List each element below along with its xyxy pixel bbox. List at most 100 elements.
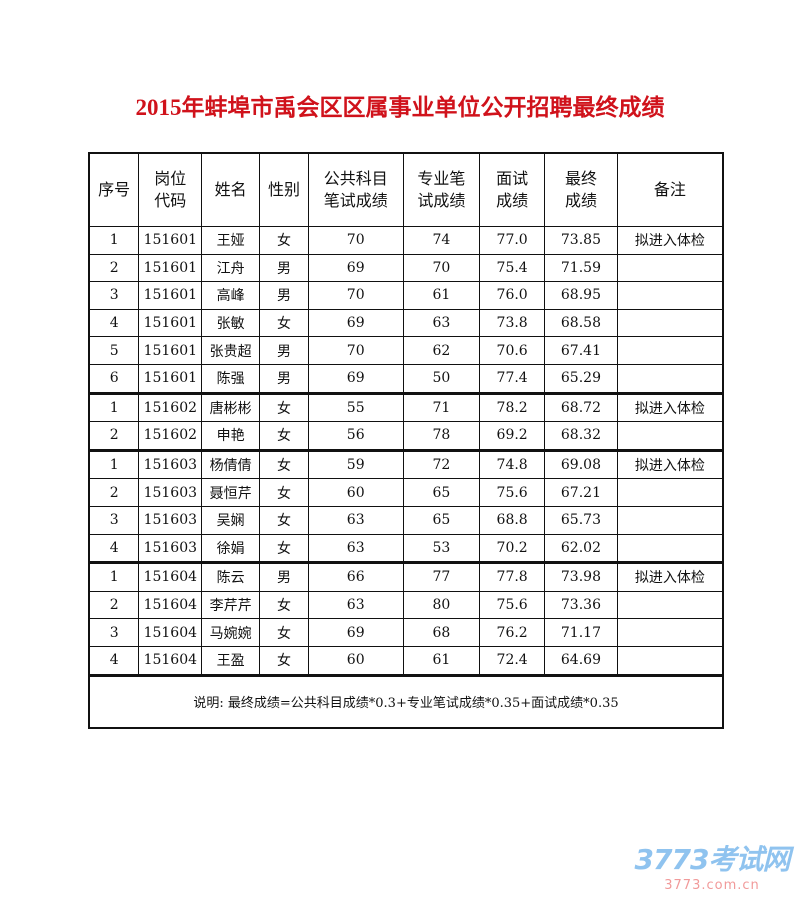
table-row: 3 151601 高峰男 70 61 76.0 68.95: [88, 281, 724, 310]
table-cell: 66: [307, 561, 404, 592]
table-cell: 73.8: [479, 308, 546, 338]
table-cell: 73.98: [544, 561, 618, 592]
table-cell: [616, 308, 724, 338]
table-cell: 4: [88, 645, 140, 676]
table-cell: 68.8: [479, 505, 546, 535]
table-cell: 69: [307, 363, 404, 394]
table-cell: 4: [88, 533, 140, 564]
table-cell: 69.2: [479, 421, 546, 451]
table-cell: 64.69: [544, 645, 618, 676]
table-row: 4 151604 王盈女 60 61 72.4 64.69: [88, 645, 724, 676]
table-cell: 62: [402, 336, 481, 365]
table-cell: 76.0: [479, 281, 546, 310]
table-cell: 70: [307, 226, 404, 255]
table-row: 2 151602 申艳女 56 78 69.2 68.32: [88, 421, 724, 451]
table-cell: 拟进入体检: [616, 448, 724, 480]
table-cell: 3: [88, 505, 140, 535]
table-cell: 3: [88, 618, 140, 647]
table-cell: 1: [88, 391, 140, 423]
table-cell: [616, 478, 724, 507]
table-cell: 65.29: [544, 363, 618, 394]
column-header: 序号: [88, 152, 140, 227]
table-cell: 69: [307, 618, 404, 647]
table-cell: 71: [402, 391, 481, 423]
table-cell: 75.6: [479, 590, 546, 620]
table-cell: 李芹芹: [201, 590, 261, 620]
formula-note: 说明: 最终成绩=公共科目成绩*0.3+专业笔试成绩*0.35+面试成绩*0.3…: [88, 673, 724, 728]
table-cell: 151602: [138, 421, 203, 451]
column-header: 公共科目 笔试成绩: [307, 152, 404, 227]
table-cell: 70.6: [479, 336, 546, 365]
table-cell: 高峰: [201, 281, 261, 310]
table-cell: 61: [402, 645, 481, 676]
table-cell: 聂恒芹: [201, 478, 261, 507]
table-cell: 69: [307, 308, 404, 338]
table-cell: 申艳: [201, 421, 261, 451]
table-cell: [616, 421, 724, 451]
table-cell: 151601: [138, 336, 203, 365]
table-cell: 陈强: [201, 363, 261, 394]
table-cell: 151604: [138, 645, 203, 676]
table-row: 2 151603 聂恒芹女 60 65 75.6 67.21: [88, 478, 724, 507]
table-cell: 62.02: [544, 533, 618, 564]
table-cell: 70: [307, 336, 404, 365]
table-cell: 151603: [138, 505, 203, 535]
table-row: 6 151601 陈强男 69 50 77.4 65.29: [88, 363, 724, 394]
table-cell: 女: [259, 645, 309, 676]
table-cell: 61: [402, 281, 481, 310]
table-cell: 74.8: [479, 448, 546, 480]
table-cell: 拟进入体检: [616, 391, 724, 423]
table-cell: 徐娟: [201, 533, 261, 564]
table-cell: 2: [88, 421, 140, 451]
table-cell: 1: [88, 226, 140, 255]
watermark-domain: 3773.com.cn: [664, 878, 760, 893]
table-row: 3 151603 吴娴女 63 65 68.8 65.73: [88, 505, 724, 535]
table-cell: 女: [259, 448, 309, 480]
column-header: 备注: [616, 152, 724, 227]
table-cell: 女: [259, 421, 309, 451]
table-row: 1 151602 唐彬彬女 55 71 78.2 68.72 拟进入体检: [88, 391, 724, 423]
table-cell: 77.8: [479, 561, 546, 592]
table-cell: 73.36: [544, 590, 618, 620]
table-cell: 63: [307, 590, 404, 620]
table-cell: 王娅: [201, 226, 261, 255]
table-cell: 63: [307, 505, 404, 535]
table-cell: 78: [402, 421, 481, 451]
table-cell: 江舟: [201, 253, 261, 283]
table-cell: 拟进入体检: [616, 561, 724, 592]
table-cell: 151601: [138, 226, 203, 255]
table-cell: 77.0: [479, 226, 546, 255]
table-cell: 68.95: [544, 281, 618, 310]
table-cell: [616, 363, 724, 394]
table-cell: 151601: [138, 253, 203, 283]
table-cell: 拟进入体检: [616, 226, 724, 255]
table-row: 1 151604 陈云男 66 77 77.8 73.98 拟进入体检: [88, 561, 724, 592]
table-cell: [616, 505, 724, 535]
table-cell: [616, 590, 724, 620]
table-row: 2 151601 江舟男 69 70 75.4 71.59: [88, 253, 724, 283]
table-cell: 男: [259, 336, 309, 365]
table-cell: 2: [88, 253, 140, 283]
table-row: 4 151601 张敏女 69 63 73.8 68.58: [88, 308, 724, 338]
table-cell: 女: [259, 618, 309, 647]
watermark-logo: 3773考试网 3773.com.cn: [632, 838, 792, 893]
table-cell: 女: [259, 505, 309, 535]
table-cell: 女: [259, 308, 309, 338]
table-cell: 男: [259, 281, 309, 310]
table-cell: 151604: [138, 590, 203, 620]
table-cell: 50: [402, 363, 481, 394]
table-cell: 76.2: [479, 618, 546, 647]
table-cell: 73.85: [544, 226, 618, 255]
table-cell: [616, 645, 724, 676]
table-cell: 72.4: [479, 645, 546, 676]
table-cell: 3: [88, 281, 140, 310]
table-cell: 53: [402, 533, 481, 564]
column-header: 面试 成绩: [479, 152, 546, 227]
table-cell: 女: [259, 478, 309, 507]
table-cell: 70.2: [479, 533, 546, 564]
table-cell: 马婉婉: [201, 618, 261, 647]
table-cell: 78.2: [479, 391, 546, 423]
table-cell: 陈云: [201, 561, 261, 592]
table-cell: [616, 533, 724, 564]
table-cell: 59: [307, 448, 404, 480]
